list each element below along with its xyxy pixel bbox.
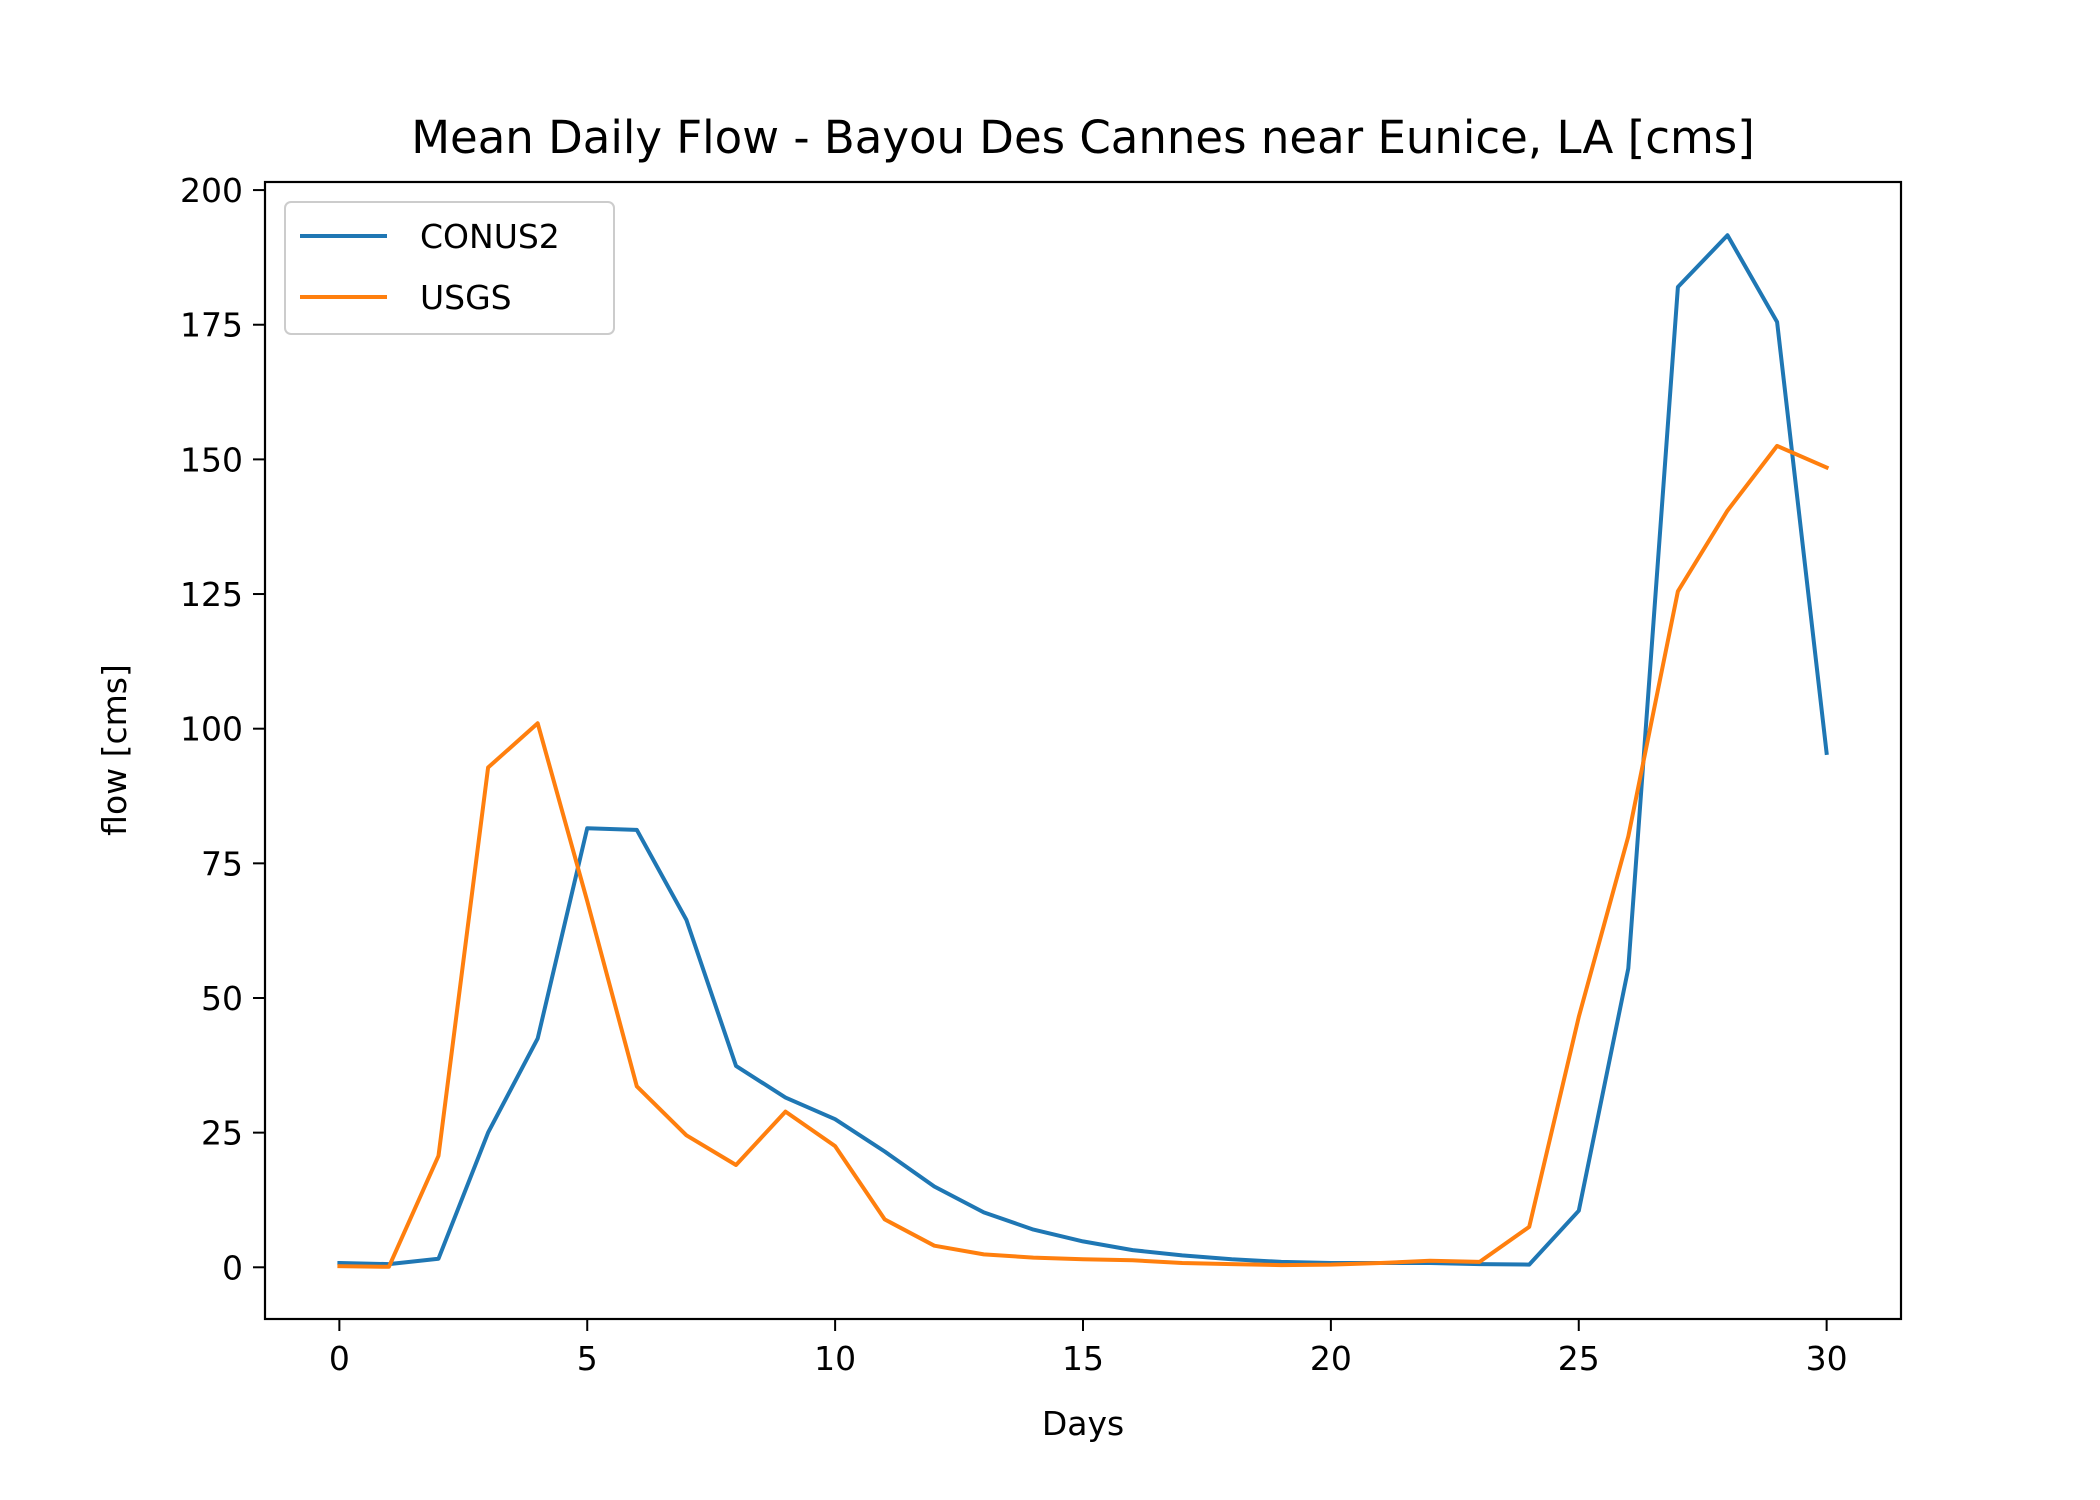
plot-area	[265, 182, 1901, 1319]
series-line-conus2	[337, 233, 1829, 1267]
y-tick-label: 175	[180, 306, 243, 345]
y-tick-label: 0	[222, 1248, 243, 1287]
y-tick-label: 200	[180, 171, 243, 210]
x-tick-label: 30	[1806, 1339, 1848, 1378]
x-tick-label: 25	[1558, 1339, 1600, 1378]
y-axis-title: flow [cms]	[95, 664, 134, 836]
y-tick-label: 125	[180, 575, 243, 614]
series-layer	[337, 233, 1830, 1269]
y-tick-label: 25	[201, 1114, 243, 1153]
legend-label-conus2: CONUS2	[420, 217, 560, 256]
x-tick-label: 10	[814, 1339, 856, 1378]
x-axis-ticks: 0 5 10 15 20 25 30	[329, 1319, 1848, 1378]
x-tick-label: 0	[329, 1339, 350, 1378]
x-tick-label: 20	[1310, 1339, 1352, 1378]
x-tick-label: 15	[1062, 1339, 1104, 1378]
chart-title: Mean Daily Flow - Bayou Des Cannes near …	[411, 111, 1755, 164]
y-tick-label: 75	[201, 844, 243, 883]
legend: CONUS2 USGS	[284, 201, 615, 335]
y-tick-label: 50	[201, 979, 243, 1018]
legend-label-usgs: USGS	[420, 278, 512, 317]
x-tick-label: 5	[577, 1339, 598, 1378]
series-line-usgs	[337, 443, 1830, 1269]
y-tick-label: 150	[180, 440, 243, 479]
plot-frame	[263, 180, 1903, 1321]
y-axis-ticks: 0 25 50 75 100 125 150 175 200	[180, 171, 265, 1287]
y-tick-label: 100	[180, 710, 243, 749]
x-axis-title: Days	[1042, 1404, 1124, 1443]
